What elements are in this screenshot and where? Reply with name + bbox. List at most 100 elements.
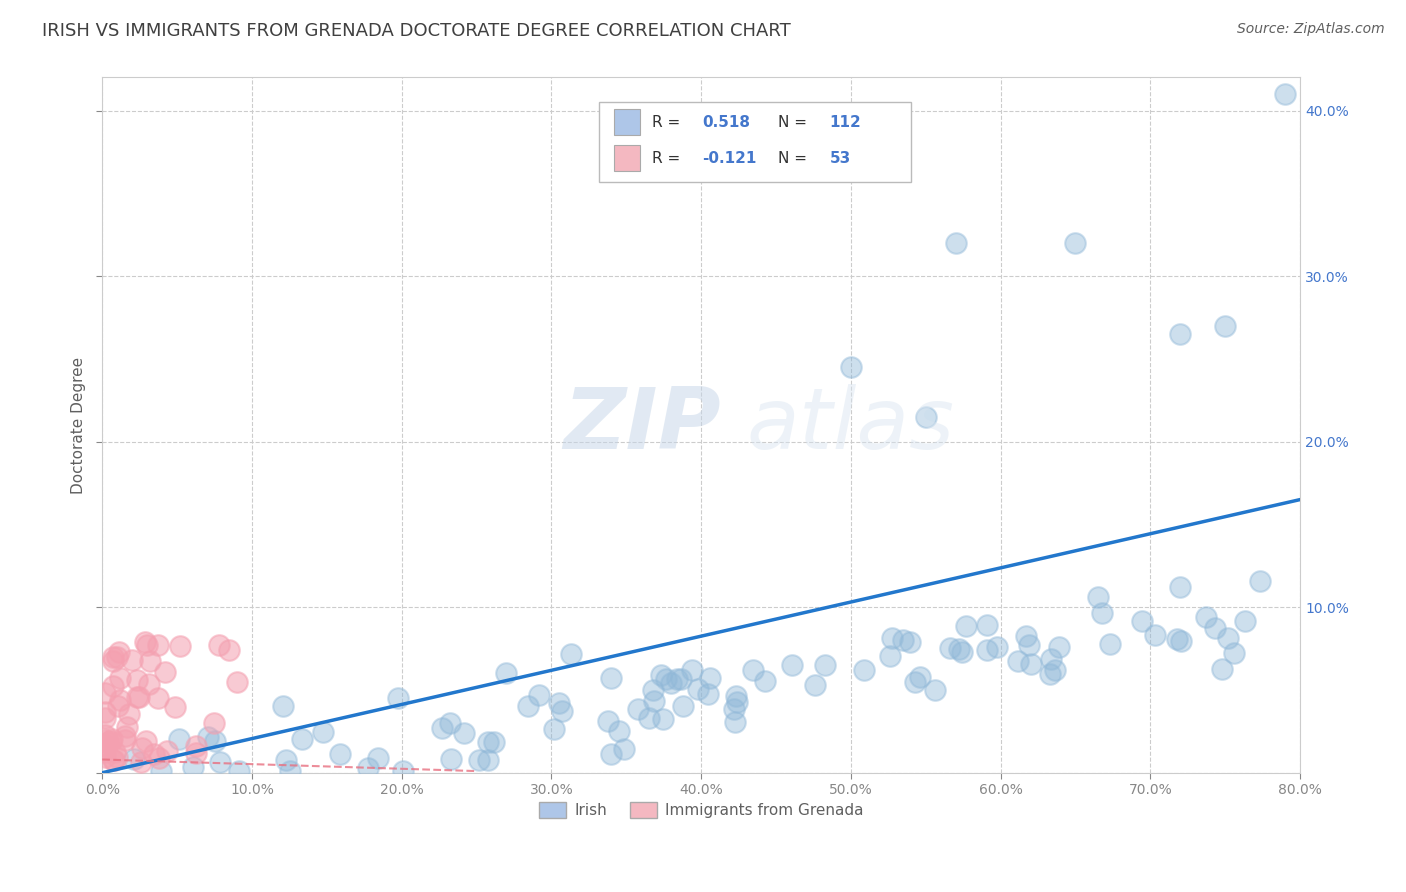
Point [650, 667, 672, 681]
Point [782, 658, 804, 673]
Point [135, 733, 157, 747]
Point [101, 679, 124, 693]
Point [273, 699, 295, 714]
Text: 112: 112 [830, 115, 860, 130]
Point [1039, 652, 1062, 666]
Point [560, 648, 582, 662]
Point [439, 716, 461, 731]
Point [208, 638, 231, 652]
Point [105, 749, 128, 764]
Point [114, 733, 136, 747]
Point [104, 745, 127, 759]
Point [94, 739, 117, 753]
Point [467, 753, 489, 767]
Point [167, 731, 190, 746]
Point [197, 730, 219, 744]
Point [312, 724, 335, 739]
FancyBboxPatch shape [599, 102, 911, 182]
Point [121, 653, 143, 667]
Point [550, 704, 572, 718]
Point [697, 687, 720, 701]
Point [114, 729, 136, 743]
Point [100, 734, 122, 748]
Point [724, 714, 747, 729]
Point [125, 673, 148, 687]
Point [655, 672, 678, 686]
Text: Source: ZipAtlas.com: Source: ZipAtlas.com [1237, 22, 1385, 37]
Legend: Irish, Immigrants from Grenada: Irish, Immigrants from Grenada [533, 796, 869, 824]
Point [131, 741, 153, 756]
Point [599, 671, 621, 685]
Point [184, 739, 207, 753]
Point [138, 676, 160, 690]
Point [852, 663, 875, 677]
Point [914, 409, 936, 424]
Point [94, 750, 117, 764]
Point [813, 657, 835, 672]
Point [839, 360, 862, 375]
Point [548, 696, 571, 710]
Point [94, 711, 117, 725]
Point [274, 753, 297, 767]
Point [108, 692, 131, 706]
Point [543, 722, 565, 736]
Point [127, 690, 149, 704]
Point [97, 735, 120, 749]
Point [976, 618, 998, 632]
Point [1168, 326, 1191, 341]
Point [1021, 657, 1043, 672]
Bar [613, 145, 640, 171]
Point [225, 675, 247, 690]
Point [204, 734, 226, 748]
Point [637, 710, 659, 724]
Point [367, 750, 389, 764]
Point [477, 753, 499, 767]
Point [278, 764, 301, 778]
Point [103, 753, 125, 767]
Point [146, 691, 169, 706]
Point [643, 694, 665, 708]
Point [291, 731, 314, 746]
Point [939, 640, 962, 655]
Point [148, 751, 170, 765]
Point [681, 663, 703, 677]
Point [228, 764, 250, 778]
Point [724, 689, 747, 703]
Point [357, 761, 380, 775]
Point [1007, 654, 1029, 668]
Point [607, 723, 630, 738]
Point [1195, 609, 1218, 624]
Point [669, 673, 692, 687]
Point [129, 755, 152, 769]
Point [904, 674, 927, 689]
Point [139, 654, 162, 668]
Point [1166, 632, 1188, 646]
Point [149, 764, 172, 778]
Point [527, 689, 550, 703]
Point [103, 649, 125, 664]
Point [156, 744, 179, 758]
Point [1014, 629, 1036, 643]
Text: R =: R = [652, 152, 685, 166]
Point [1216, 631, 1239, 645]
Point [105, 650, 128, 665]
Point [671, 699, 693, 714]
Point [94, 733, 117, 747]
Point [1211, 662, 1233, 676]
Point [893, 633, 915, 648]
Point [1087, 591, 1109, 605]
Point [482, 735, 505, 749]
Point [945, 235, 967, 250]
Point [440, 752, 463, 766]
Point [1213, 318, 1236, 333]
Point [101, 654, 124, 668]
Point [495, 665, 517, 680]
Point [898, 635, 921, 649]
Point [108, 671, 131, 685]
Point [101, 731, 124, 746]
Point [94, 728, 117, 742]
Point [908, 670, 931, 684]
Point [1223, 647, 1246, 661]
Point [1018, 638, 1040, 652]
Text: N =: N = [778, 115, 811, 130]
